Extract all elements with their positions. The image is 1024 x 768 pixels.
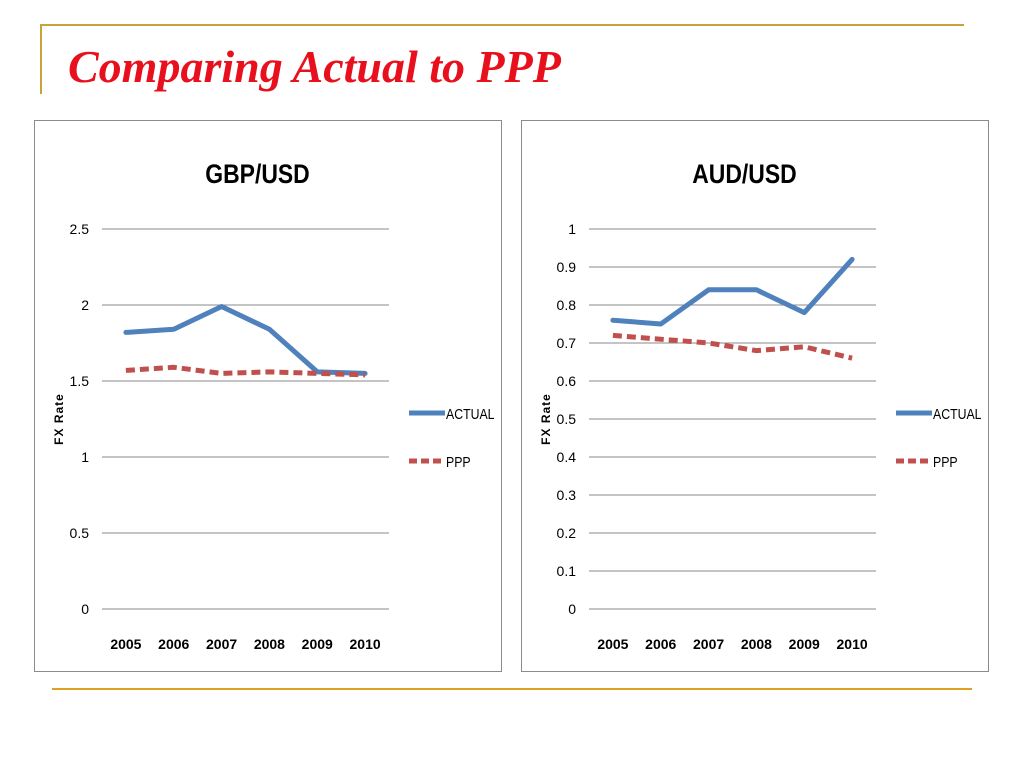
gbp-usd-legend-actual-label: ACTUAL [446,406,495,422]
gbp-usd-chart: GBP/USD FX Rate 0 0.5 1 1.5 2 2.5 2005 2006 2007 20… [34,120,502,672]
aud-usd-x-tick-label: 2008 [741,636,772,652]
aud-usd-chart: AUD/USD FX Rate 0 0.1 0.2 0.3 0.4 0.5 0.6 0.7 0.8 0… [521,120,989,672]
aud-usd-y-tick-label: 0.7 [557,335,577,351]
aud-usd-x-tick-label: 2006 [645,636,676,652]
aud-usd-y-tick-label: 0.6 [557,373,577,389]
gbp-usd-y-tick-label: 1.5 [70,373,90,389]
gbp-usd-x-tick-label: 2005 [110,636,141,652]
bottom-rule [52,688,972,690]
aud-usd-legend-actual-label: ACTUAL [933,406,982,422]
gbp-usd-y-tick-label: 2.5 [70,221,90,237]
gbp-usd-legend-ppp-label: PPP [446,454,471,470]
aud-usd-y-tick-label: 0.2 [557,525,577,541]
aud-usd-series-actual-line [610,256,855,327]
gbp-usd-chart-title: GBP/USD [205,159,310,189]
aud-usd-x-tick-label: 2005 [597,636,628,652]
gbp-usd-series-ppp-line [125,364,366,378]
aud-usd-series-ppp-line [612,332,853,361]
gbp-usd-chart-svg: GBP/USD FX Rate 0 0.5 1 1.5 2 2.5 2005 2006 2007 20… [52,159,495,652]
aud-usd-y-tick-label: 0.5 [557,411,577,427]
aud-usd-y-axis-label: FX Rate [539,393,553,445]
aud-usd-legend-ppp-label: PPP [933,454,958,470]
gbp-usd-x-tick-label: 2009 [302,636,333,652]
left-rule [40,24,42,94]
aud-usd-y-tick-label: 0 [568,601,576,617]
gbp-usd-x-tick-label: 2007 [206,636,237,652]
gbp-usd-x-tick-label: 2010 [350,636,381,652]
slide-title: Comparing Actual to PPP [68,41,561,92]
gbp-usd-y-tick-label: 0.5 [70,525,90,541]
aud-usd-x-tick-label: 2010 [837,636,868,652]
gbp-usd-y-tick-label: 0 [81,601,89,617]
gbp-usd-x-tick-label: 2006 [158,636,189,652]
aud-usd-y-tick-label: 1 [568,221,576,237]
aud-usd-y-tick-label: 0.3 [557,487,577,503]
aud-usd-x-tick-label: 2007 [693,636,724,652]
gbp-usd-y-tick-label: 1 [81,449,89,465]
aud-usd-y-tick-label: 0.9 [557,259,577,275]
aud-usd-y-tick-label: 0.8 [557,297,577,313]
top-rule [40,24,964,26]
gbp-usd-y-tick-label: 2 [81,297,89,313]
aud-usd-y-tick-label: 0.4 [557,449,577,465]
aud-usd-chart-svg: AUD/USD FX Rate 0 0.1 0.2 0.3 0.4 0.5 0.6 0.7 0.8 0… [539,159,982,652]
aud-usd-chart-title: AUD/USD [692,159,797,189]
gbp-usd-series-actual-line [123,304,368,376]
aud-usd-x-tick-label: 2009 [789,636,820,652]
gbp-usd-y-axis-label: FX Rate [52,393,66,445]
aud-usd-y-tick-label: 0.1 [557,563,577,579]
gbp-usd-x-tick-label: 2008 [254,636,285,652]
